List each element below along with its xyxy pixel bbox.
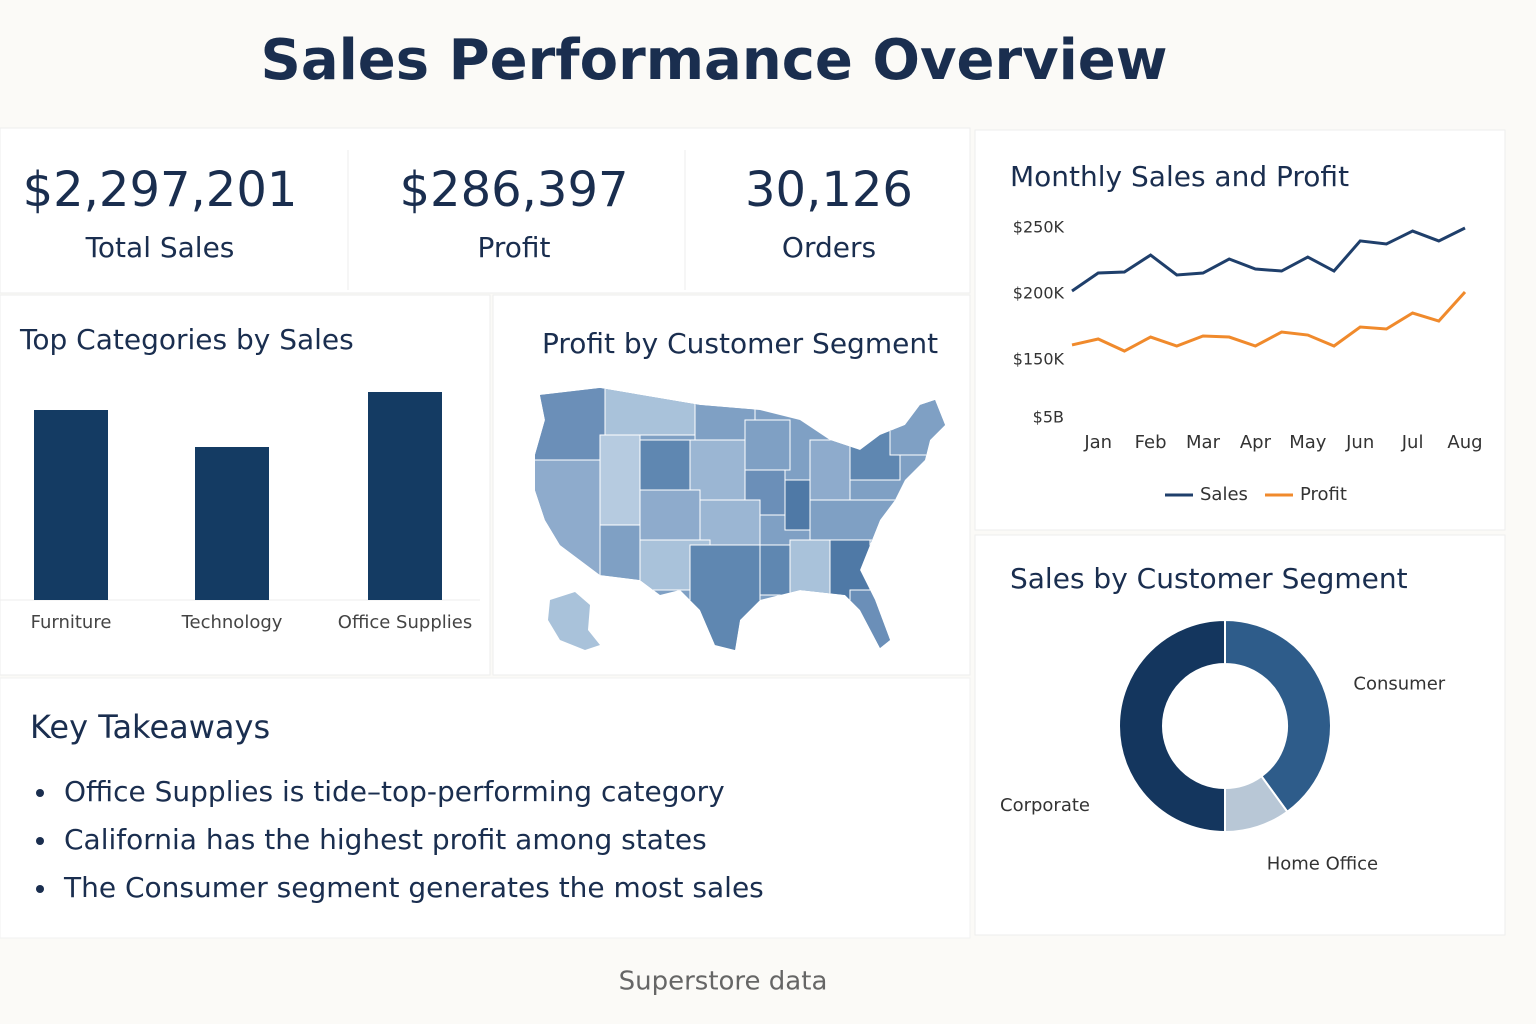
takeaways-panel	[0, 677, 971, 939]
chart-title: Top Categories by Sales	[19, 323, 354, 356]
takeaways-title: Key Takeaways	[30, 708, 270, 746]
bar	[34, 410, 108, 600]
x-tick-label: Technology	[181, 612, 283, 633]
x-tick-label: Furniture	[31, 612, 112, 633]
y-bottom-label: $5B	[1033, 408, 1064, 427]
y-tick-label: $250K	[1013, 218, 1065, 237]
alaska	[548, 592, 600, 650]
bar	[368, 392, 442, 600]
chart-title: Profit by Customer Segment	[542, 327, 938, 360]
bullet	[36, 789, 44, 797]
x-tick-label: Jan	[1083, 432, 1112, 453]
footer: Superstore data	[619, 967, 828, 997]
chart-title: Sales by Customer Segment	[1010, 562, 1408, 595]
kpi-label: Profit	[477, 231, 550, 264]
bar	[195, 447, 269, 600]
x-tick-label: Feb	[1135, 432, 1167, 453]
slice-label: Home Office	[1267, 853, 1378, 874]
donut-slice	[1118, 618, 1226, 834]
kpi-value: 30,126	[745, 162, 913, 218]
y-tick-label: $150K	[1013, 350, 1065, 369]
line-series	[1071, 291, 1467, 353]
line-panel	[974, 129, 1506, 531]
x-tick-label: Jun	[1345, 432, 1374, 453]
bullet	[36, 837, 44, 845]
x-tick-label: Apr	[1240, 432, 1272, 453]
donut-panel	[974, 534, 1506, 936]
line-series	[1071, 226, 1466, 293]
x-tick-label: Aug	[1447, 432, 1482, 453]
bullet	[36, 885, 44, 893]
x-tick-label: Office Supplies	[338, 612, 472, 633]
page-title: Sales Performance Overview	[260, 28, 1167, 93]
legend-label: Profit	[1300, 484, 1347, 505]
takeaway: The Consumer segment generates the most …	[63, 871, 764, 904]
kpi-value: $286,397	[399, 162, 628, 218]
x-tick-label: May	[1289, 432, 1327, 453]
x-tick-label: Jul	[1401, 432, 1424, 453]
takeaway: California has the highest profit among …	[64, 823, 707, 856]
slice-label: Consumer	[1353, 673, 1445, 694]
takeaway: Office Supplies is tide–top-performing c…	[64, 775, 725, 808]
donut-slice	[1224, 618, 1333, 814]
chart-title: Monthly Sales and Profit	[1010, 160, 1349, 193]
slice-label: Corporate	[1000, 795, 1090, 816]
legend-label: Sales	[1200, 484, 1248, 505]
y-tick-label: $200K	[1013, 284, 1065, 303]
kpi-label: Orders	[782, 231, 876, 264]
kpi-value: $2,297,201	[23, 162, 298, 218]
x-tick-label: Mar	[1186, 432, 1221, 453]
kpi-label: Total Sales	[85, 231, 235, 264]
kpi-panel	[0, 127, 971, 294]
